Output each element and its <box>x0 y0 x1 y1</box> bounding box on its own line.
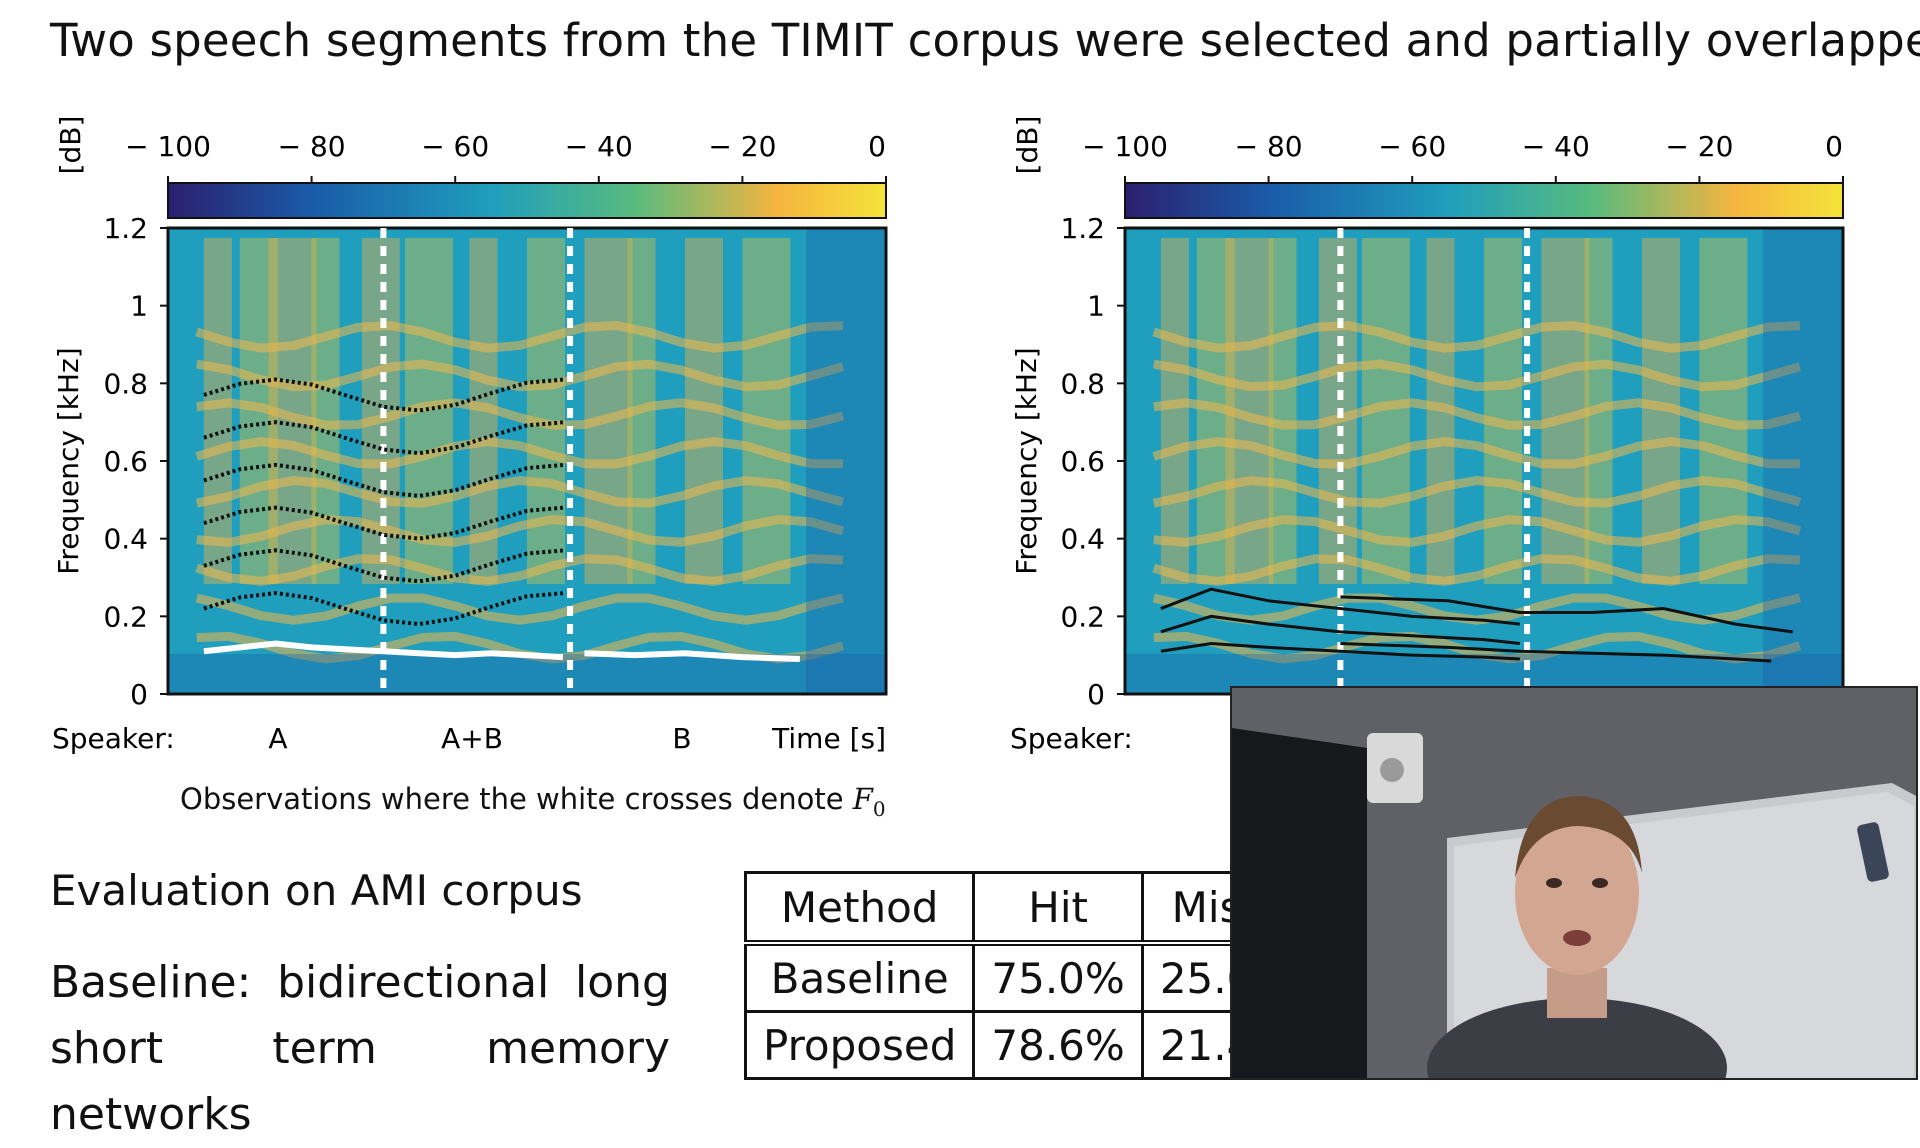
colorbar-tick-label: − 20 <box>1665 130 1733 163</box>
estimated-track-line <box>1340 642 1772 663</box>
y-tick-label: 0.4 <box>1060 523 1105 556</box>
estimated-track-line <box>1160 614 1521 646</box>
y-tick-label: 1 <box>1087 290 1105 323</box>
colorbar-tick-label: − 60 <box>1378 130 1446 163</box>
person-face-shape <box>1515 811 1639 975</box>
y-tick-label: 0.6 <box>103 445 148 478</box>
y-tick-label: 0.8 <box>103 367 148 400</box>
y-tick-label: 0.4 <box>103 523 148 556</box>
harmonic-marker-line <box>203 591 564 627</box>
tv-screen-shape <box>1232 728 1367 1078</box>
harmonic-marker-line <box>203 462 564 498</box>
colorbar-tick-label: − 80 <box>1235 130 1303 163</box>
estimated-track-line <box>1340 595 1793 634</box>
table-row: Baseline 75.0% 25.0 <box>743 940 1273 1013</box>
left-y-axis-label: Frequency [kHz] <box>52 347 85 574</box>
estimated-track-line <box>1160 587 1521 626</box>
baseline-line-1: Baseline: bidirectional long <box>50 957 670 1008</box>
spectrogram-figures: [dB] − 100 − 80 − 60 − 40 − 20 0 0 0.2 0.4 0.6 0.… <box>52 116 1845 755</box>
right-speaker-row-label: Speaker: <box>1010 722 1133 755</box>
person-body-shape <box>1427 998 1727 1078</box>
header-hit: Hit <box>972 871 1144 945</box>
harmonic-marker-line <box>203 505 564 541</box>
baseline-description: Baseline: bidirectional long short term … <box>50 950 670 1148</box>
speaker-segment-a: A <box>268 722 287 755</box>
results-table: Method Hit Mis Baseline 75.0% 25.0 Propo… <box>743 871 1273 1080</box>
harmonic-marker-line <box>203 377 564 413</box>
presenter-video <box>1232 688 1916 1078</box>
f0-track-line <box>203 640 564 661</box>
y-tick-label: 1.2 <box>1060 212 1105 245</box>
slide: Two speech segments from the TIMIT corpu… <box>50 14 1920 1140</box>
row-hit: 75.0% <box>972 940 1144 1013</box>
speaker-segment-a-plus-b: A+B <box>441 722 503 755</box>
y-tick-label: 1 <box>130 290 148 323</box>
colorbar-tick-label: − 100 <box>1082 130 1168 163</box>
colorbar-tick-label: − 60 <box>421 130 489 163</box>
colorbar-unit-label: [dB] <box>54 116 87 175</box>
y-tick-label: 0.2 <box>1060 600 1105 633</box>
caption-f0-symbol: F0 <box>852 782 886 821</box>
colorbar-tick-label: − 80 <box>278 130 346 163</box>
right-spectrogram-panel: [dB] − 100 − 80 − 60 − 40 − 20 0 0 0.2 0.4 0.6 0.… <box>1010 116 1845 755</box>
colorbar-tick-label: 0 <box>1825 130 1843 163</box>
y-tick-label: 0 <box>1087 678 1105 711</box>
estimated-track-line <box>1160 642 1520 661</box>
right-colorbar-unit-label: [dB] <box>1011 116 1044 175</box>
right-colorbar <box>1124 182 1844 219</box>
baseline-line-2: short term memory networks <box>50 1023 670 1140</box>
left-x-axis-label: Time [s] <box>771 722 886 755</box>
colorbar-tick-label: 0 <box>868 130 886 163</box>
y-tick-label: 0.6 <box>1060 445 1105 478</box>
left-colorbar <box>167 182 887 219</box>
colorbar-tick-label: − 100 <box>125 130 211 163</box>
colorbar-tick-label: − 40 <box>565 130 633 163</box>
slide-headline: Two speech segments from the TIMIT corpu… <box>50 14 1920 67</box>
y-tick-label: 1.2 <box>103 212 148 245</box>
table-row: Proposed 78.6% 21.4 <box>743 1010 1273 1080</box>
figure-caption: Observations where the white crosses den… <box>180 782 886 821</box>
y-tick-label: 0.2 <box>103 600 148 633</box>
y-tick-label: 0 <box>130 678 148 711</box>
f0-track-line <box>584 650 800 663</box>
left-speaker-row-label: Speaker: <box>52 722 175 755</box>
y-tick-label: 0.8 <box>1060 367 1105 400</box>
row-hit: 78.6% <box>972 1010 1144 1080</box>
colorbar-tick-label: − 40 <box>1522 130 1590 163</box>
header-method: Method <box>743 871 976 945</box>
row-method: Baseline <box>743 940 976 1013</box>
row-method: Proposed <box>743 1010 976 1080</box>
left-spectrogram-panel: [dB] − 100 − 80 − 60 − 40 − 20 0 0 0.2 0.4 0.6 0.… <box>52 116 888 755</box>
webcam-overlay[interactable] <box>1230 686 1918 1080</box>
caption-text: Observations where the white crosses den… <box>180 782 844 816</box>
harmonic-marker-line <box>203 420 564 456</box>
harmonic-marker-line <box>203 548 564 584</box>
evaluation-title: Evaluation on AMI corpus <box>50 866 583 915</box>
right-y-axis-label: Frequency [kHz] <box>1010 347 1043 574</box>
speaker-segment-b: B <box>672 722 691 755</box>
results-header-row: Method Hit Mis <box>743 871 1273 945</box>
colorbar-tick-label: − 20 <box>708 130 776 163</box>
